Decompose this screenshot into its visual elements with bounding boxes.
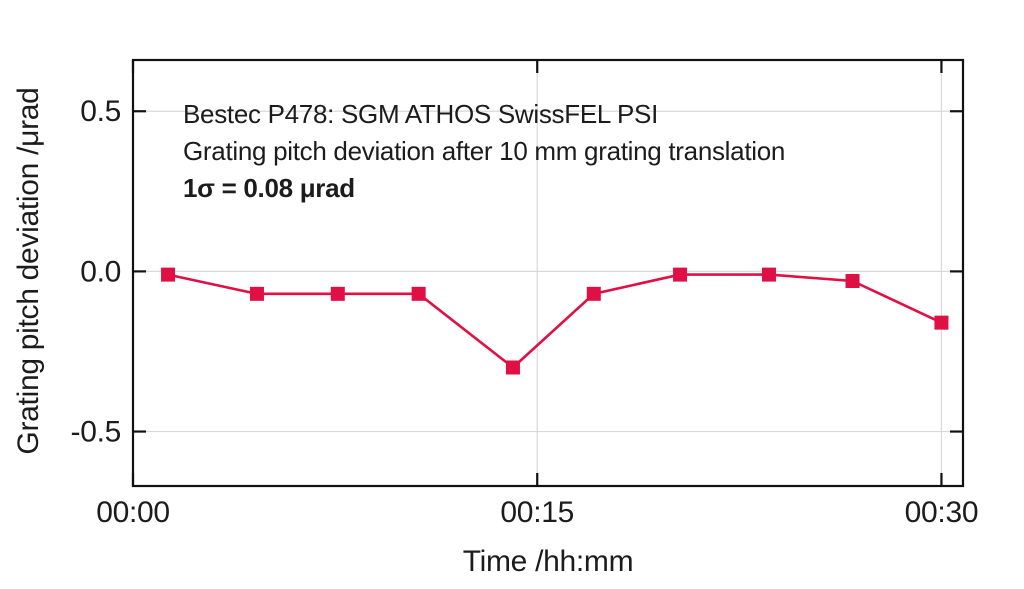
x-tick-label: 00:00 (96, 496, 170, 529)
data-point-marker (934, 315, 949, 330)
y-tick-label: -0.5 (71, 416, 122, 449)
data-point-marker (505, 360, 520, 375)
annotation-sigma: 1σ = 0.08 μrad (183, 173, 355, 203)
data-point-marker (330, 286, 345, 301)
annotation-title: Bestec P478: SGM ATHOS SwissFEL PSI (183, 99, 658, 129)
data-point-marker (249, 286, 264, 301)
data-point-marker (761, 267, 776, 282)
x-axis-label: Time /hh:mm (462, 545, 634, 578)
data-point-marker (411, 286, 426, 301)
y-axis-label: Grating pitch deviation /μrad (12, 87, 45, 455)
data-point-marker (161, 267, 176, 282)
x-tick-label: 00:30 (905, 496, 979, 529)
data-point-marker (845, 274, 860, 289)
annotation-subtitle: Grating pitch deviation after 10 mm grat… (183, 136, 786, 166)
y-tick-label: 0.5 (80, 95, 121, 128)
x-tick-label: 00:15 (500, 496, 574, 529)
data-point-marker (673, 267, 688, 282)
plot-annotation: Bestec P478: SGM ATHOS SwissFEL PSI Grat… (183, 96, 785, 207)
y-tick-label: 0.0 (80, 255, 121, 288)
data-series-line (167, 273, 942, 370)
plot-frame (131, 58, 965, 488)
data-point-marker (586, 286, 601, 301)
